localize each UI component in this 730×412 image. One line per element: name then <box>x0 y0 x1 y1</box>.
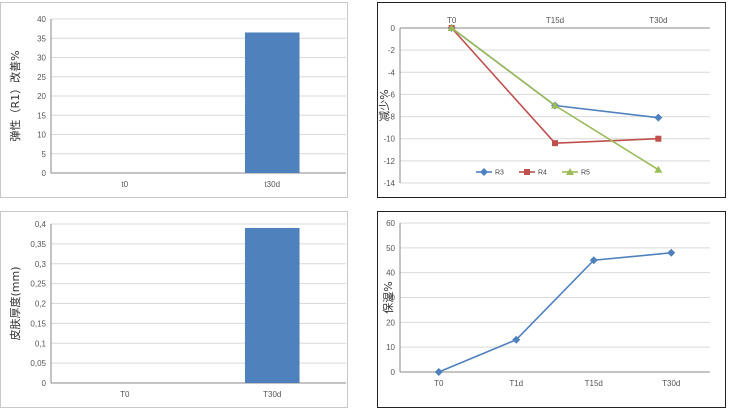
x-tick-label: t0 <box>121 180 128 189</box>
y-tick-label: -12 <box>383 157 395 166</box>
x-tick-label: T0 <box>120 390 130 399</box>
y-tick-label: 15 <box>37 111 46 120</box>
skin-thickness-bar-chart: 0 0,05 0,1 0,15 0,2 0,25 0,3 0,35 0,4 T0 T30d 皮肤厚度(… <box>8 220 346 399</box>
x-tick-label: T15d <box>546 16 564 25</box>
x-tick-label: T30d <box>649 16 667 25</box>
legend-label: R3 <box>495 170 504 177</box>
data-point <box>654 113 663 122</box>
y-tick-label: -10 <box>383 135 395 144</box>
x-tick-label: T1d <box>509 379 523 388</box>
y-tick-label: 50 <box>386 244 395 253</box>
y-tick-label: 20 <box>37 92 46 101</box>
moisture-line-chart: 0 10 20 30 40 50 60 T0 T1d T15d T30d 保湿% <box>381 219 710 388</box>
legend-marker <box>566 168 574 175</box>
y-tick-label: 30 <box>37 54 46 63</box>
y-tick-label: 10 <box>386 343 395 352</box>
chart-skin-thickness: 0 0,05 0,1 0,15 0,2 0,25 0,3 0,35 0,4 T0 T30d 皮肤厚度(… <box>0 211 348 408</box>
x-tick-label: t30d <box>264 180 280 189</box>
x-tick-label: T0 <box>447 16 457 25</box>
reduction-line-chart: 0 -2 -4 -6 -8 -10 -12 -14 T0 T15d T30d R3 R4 R5 减少% <box>378 16 710 188</box>
series-line-R4 <box>451 27 659 144</box>
data-point <box>667 248 676 257</box>
chart-elasticity: 0 5 10 15 20 25 30 35 40 t0 t30d 弹性（R1）改善% <box>0 2 348 198</box>
x-tick-label: T30d <box>662 379 680 388</box>
chart-reduction: 0 -2 -4 -6 -8 -10 -12 -14 T0 T15d T30d R3 R4 R5 减少% <box>377 2 726 198</box>
y-tick-label: 40 <box>37 15 46 24</box>
y-tick-label: 40 <box>386 269 395 278</box>
y-axis-label: 弹性（R1）改善% <box>8 50 22 141</box>
data-point <box>551 101 559 109</box>
y-tick-label: 35 <box>37 34 46 43</box>
data-point <box>589 256 598 265</box>
y-tick-label: -14 <box>383 179 395 188</box>
y-tick-label: -4 <box>388 68 396 77</box>
y-tick-label: 0,4 <box>35 220 47 229</box>
data-point <box>434 368 443 376</box>
y-tick-label: 0,25 <box>30 280 46 289</box>
legend-label: R4 <box>538 170 547 177</box>
y-tick-label: 0 <box>42 379 47 388</box>
data-point <box>512 335 521 344</box>
y-tick-label: 0,35 <box>30 240 46 249</box>
y-tick-label: 10 <box>37 131 46 140</box>
y-tick-label: 0,05 <box>30 359 46 368</box>
y-tick-label: 0,2 <box>35 300 47 309</box>
data-point <box>447 24 456 31</box>
y-tick-label: -6 <box>388 90 396 99</box>
y-tick-label: 0,15 <box>30 319 46 328</box>
chart-moisture: 0 10 20 30 40 50 60 T0 T1d T15d T30d 保湿% <box>377 211 726 408</box>
legend-marker <box>524 169 530 175</box>
y-axis-label: 保湿% <box>381 281 395 313</box>
y-tick-label: 0,1 <box>35 339 47 348</box>
y-tick-label: 5 <box>42 150 47 159</box>
x-tick-label: T30d <box>263 390 281 399</box>
data-point <box>655 135 662 142</box>
data-point <box>552 140 558 147</box>
y-axis-label: 减少% <box>378 89 391 121</box>
series-line-0 <box>438 252 672 373</box>
y-tick-label: -8 <box>388 113 396 122</box>
y-tick-label: 0,3 <box>35 260 47 269</box>
y-tick-label: 0 <box>42 169 47 178</box>
y-tick-label: 25 <box>37 73 46 82</box>
x-tick-label: T15d <box>585 379 603 388</box>
y-tick-label: 0 <box>391 368 396 377</box>
bar <box>244 32 300 173</box>
y-tick-label: 30 <box>386 294 395 303</box>
x-tick-label: T0 <box>434 379 444 388</box>
y-tick-label: -2 <box>388 46 396 55</box>
legend-label: R5 <box>581 170 590 177</box>
y-tick-label: 60 <box>386 219 395 228</box>
y-tick-label: 20 <box>386 318 395 327</box>
y-axis-label: 皮肤厚度(mm) <box>8 266 22 340</box>
data-point <box>654 165 663 173</box>
series-line-R5 <box>451 27 659 171</box>
bar <box>244 227 300 383</box>
y-tick-label: 0 <box>391 24 396 33</box>
legend-marker <box>480 168 488 176</box>
elasticity-bar-chart: 0 5 10 15 20 25 30 35 40 t0 t30d 弹性（R1）改善% <box>8 15 346 189</box>
